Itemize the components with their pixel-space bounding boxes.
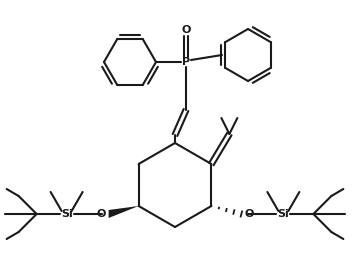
Text: O: O <box>244 209 254 219</box>
Text: Si: Si <box>278 209 289 219</box>
Text: Si: Si <box>61 209 73 219</box>
Polygon shape <box>109 206 139 218</box>
Text: O: O <box>181 25 191 35</box>
Text: O: O <box>96 209 105 219</box>
Text: P: P <box>182 57 190 67</box>
